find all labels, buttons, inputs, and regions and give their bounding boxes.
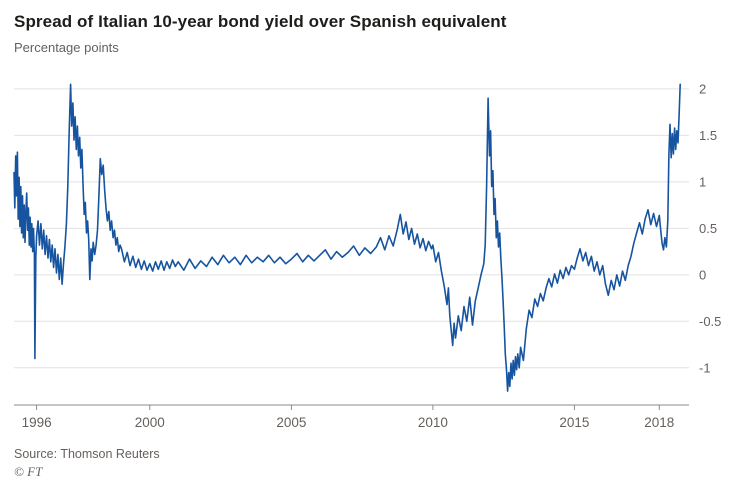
ft-attribution: © FT bbox=[14, 464, 43, 479]
x-tick-label: 2000 bbox=[135, 415, 165, 430]
x-tick-label: 1996 bbox=[22, 415, 52, 430]
source-note: Source: Thomson Reuters bbox=[14, 447, 160, 461]
y-tick-label: 2 bbox=[699, 81, 706, 96]
chart-header: Spread of Italian 10-year bond yield ove… bbox=[0, 0, 735, 55]
spread-line-series bbox=[13, 83, 681, 392]
y-tick-label: 0 bbox=[699, 267, 706, 282]
chart-subtitle: Percentage points bbox=[14, 40, 119, 55]
x-tick-label: 2005 bbox=[276, 415, 306, 430]
y-tick-label: -0.5 bbox=[699, 314, 721, 329]
x-tick-label: 2018 bbox=[644, 415, 674, 430]
x-tick-label: 2015 bbox=[559, 415, 589, 430]
y-tick-label: 1 bbox=[699, 174, 706, 189]
chart-footer: Source: Thomson Reuters © FT bbox=[0, 435, 735, 480]
line-chart: 2 1.5 1 0.5 0 -0.5 -1 1996 2000 2005 2010 2015 2018 bbox=[13, 81, 721, 430]
y-tick-label: -1 bbox=[699, 360, 711, 375]
chart-title: Spread of Italian 10-year bond yield ove… bbox=[14, 12, 507, 31]
y-tick-label: 0.5 bbox=[699, 221, 717, 236]
x-tick-label: 2010 bbox=[418, 415, 448, 430]
y-tick-label: 1.5 bbox=[699, 128, 717, 143]
